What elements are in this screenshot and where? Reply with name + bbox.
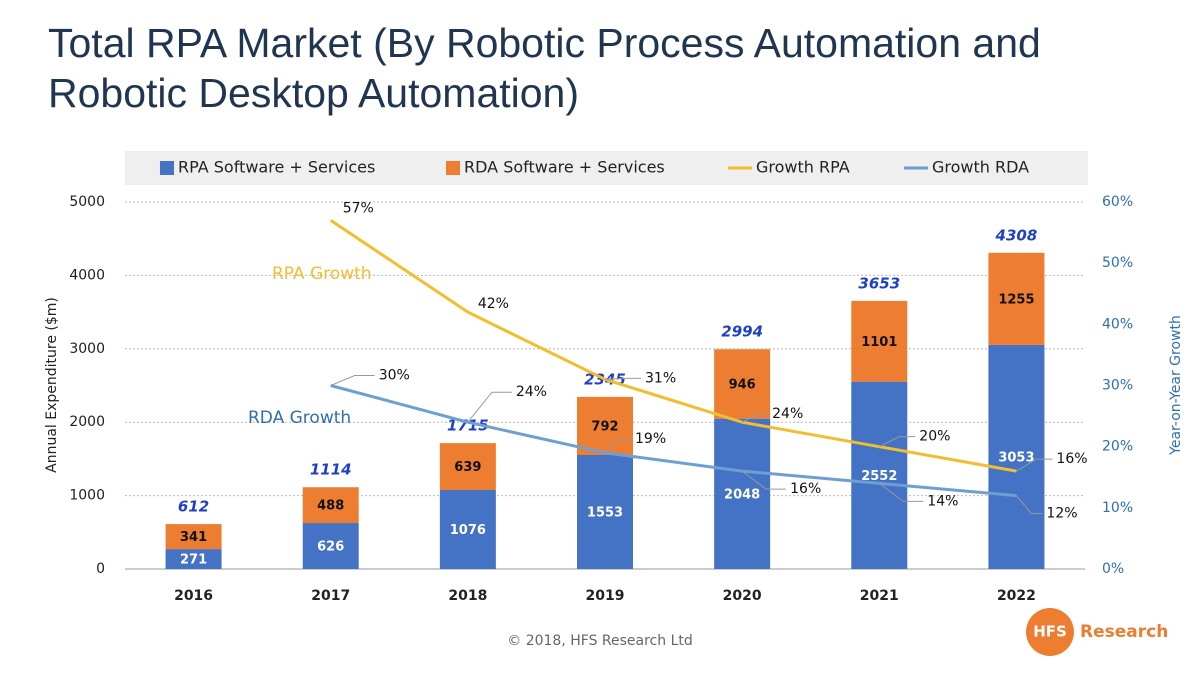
leader-line <box>879 436 916 448</box>
total-label: 4308 <box>995 226 1038 244</box>
y2-tick-label: 0% <box>1102 561 1124 577</box>
bar <box>714 349 771 419</box>
bar-value-label: 271 <box>180 553 207 568</box>
bar-value-label: 1076 <box>450 523 486 538</box>
line <box>330 384 1017 498</box>
total-label: 2994 <box>721 323 763 341</box>
x-tick-label: 2019 <box>586 588 625 604</box>
slide-title: Total RPA Market (By Robotic Process Aut… <box>48 20 1041 116</box>
y2-tick-label: 50% <box>1102 255 1133 271</box>
y-tick-label: 4000 <box>69 267 105 283</box>
leader-line <box>878 482 924 502</box>
y-axis-label: Annual Expenditure ($m) <box>44 297 60 473</box>
bar-value-label: 2552 <box>861 469 897 484</box>
total-label: 1715 <box>447 417 489 435</box>
line-value-label: 19% <box>635 431 666 447</box>
bar-value-label: 1101 <box>861 335 897 350</box>
total-label: 1114 <box>310 461 352 479</box>
leader-line <box>330 375 375 386</box>
bar <box>988 344 1045 569</box>
line-value-label: 57% <box>343 200 374 216</box>
y2-tick-label: 40% <box>1102 316 1133 332</box>
y2-tick-label: 10% <box>1102 500 1133 516</box>
y-tick-label: 1000 <box>69 488 105 504</box>
line-value-label: 14% <box>927 493 958 509</box>
bar <box>851 300 908 382</box>
bar <box>851 381 908 569</box>
logo-mark: HFS <box>1033 623 1067 641</box>
bar-value-label: 341 <box>180 530 207 545</box>
leader-line <box>604 438 631 454</box>
bar <box>714 418 771 569</box>
leader-line <box>741 470 787 490</box>
bar-value-label: 946 <box>729 377 756 392</box>
leader-line <box>741 413 769 423</box>
line-value-label: 24% <box>516 384 547 400</box>
annotation: RDA Growth <box>248 408 351 428</box>
line-value-label: 20% <box>919 429 950 445</box>
leader-line <box>604 377 641 380</box>
x-tick-label: 2017 <box>311 588 350 604</box>
bar <box>165 549 222 569</box>
leader-line <box>1016 495 1043 515</box>
bar <box>439 490 496 569</box>
line-value-label: 31% <box>645 370 676 386</box>
bar <box>302 487 359 524</box>
legend-swatch <box>446 161 460 175</box>
bar-value-label: 792 <box>591 419 618 434</box>
x-tick-label: 2018 <box>448 588 487 604</box>
line <box>329 219 1017 473</box>
bar <box>439 443 496 491</box>
y2-tick-label: 60% <box>1102 194 1133 210</box>
line-value-label: 12% <box>1046 506 1077 522</box>
line-value-label: 42% <box>478 296 509 312</box>
legend-swatch <box>160 161 174 175</box>
bar <box>165 524 222 550</box>
bar <box>577 455 633 569</box>
bar <box>577 396 633 456</box>
bar-value-label: 639 <box>454 460 481 475</box>
logo-text: Research <box>1080 622 1168 642</box>
line-value-label: 16% <box>1056 451 1087 467</box>
y-tick-label: 0 <box>96 561 105 577</box>
legend-label: Growth RPA <box>756 158 850 177</box>
leader-line <box>467 391 512 423</box>
annotation: RPA Growth <box>272 264 372 284</box>
y2-tick-label: 20% <box>1102 439 1133 455</box>
bar <box>302 523 359 569</box>
x-tick-label: 2022 <box>997 588 1036 604</box>
bar-value-label: 626 <box>317 540 344 555</box>
legend-label: RDA Software + Services <box>464 158 665 177</box>
logo-circle <box>1026 608 1074 656</box>
y2-axis-label: Year-on-Year Growth <box>1168 315 1184 456</box>
legend-label: Growth RDA <box>932 158 1029 177</box>
leader-line <box>1016 458 1053 472</box>
x-tick-label: 2020 <box>723 588 762 604</box>
y-tick-label: 3000 <box>69 341 105 357</box>
total-label: 612 <box>178 498 209 516</box>
bar <box>988 252 1045 345</box>
x-tick-label: 2021 <box>860 588 899 604</box>
y-tick-label: 5000 <box>69 194 105 210</box>
bar-value-label: 3053 <box>998 450 1034 465</box>
line-value-label: 16% <box>790 481 821 497</box>
x-tick-label: 2016 <box>174 588 213 604</box>
footer: © 2018, HFS Research Ltd <box>507 633 693 649</box>
total-label: 3653 <box>858 274 900 292</box>
y-tick-label: 2000 <box>69 414 105 430</box>
y2-tick-label: 30% <box>1102 378 1133 394</box>
line-value-label: 30% <box>379 368 410 384</box>
bar-value-label: 2048 <box>724 487 760 502</box>
line-value-label: 24% <box>772 406 803 422</box>
legend-label: RPA Software + Services <box>178 158 375 177</box>
bar-value-label: 1553 <box>587 506 623 521</box>
bar-value-label: 488 <box>317 499 344 514</box>
bar-value-label: 1255 <box>998 292 1034 307</box>
